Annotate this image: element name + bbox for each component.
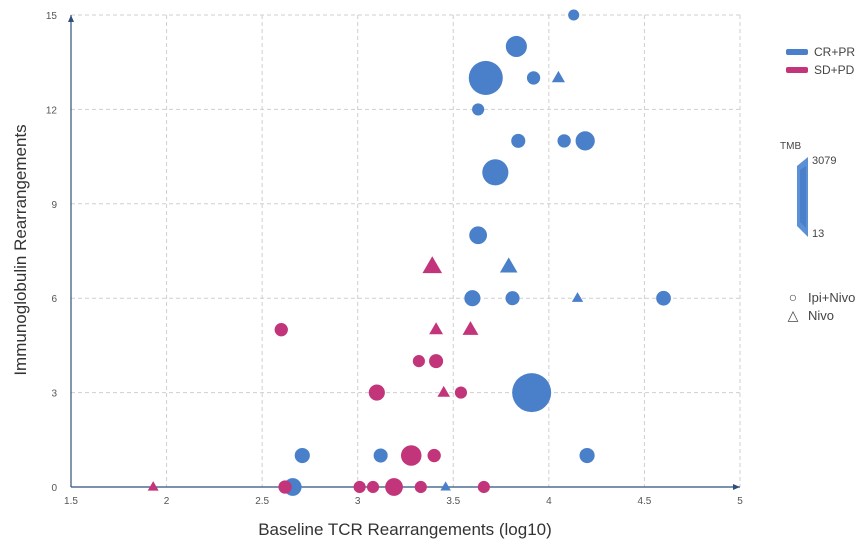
x-tick-label: 3.5: [446, 496, 460, 507]
data-point-triangle-sd-pd: [462, 321, 479, 335]
triangle-icon: △: [787, 306, 799, 323]
x-tick-label: 4: [546, 496, 552, 507]
data-point-circle-cr-pr: [575, 131, 595, 151]
x-tick-label: 1.5: [64, 496, 78, 507]
data-point-circle-sd-pd: [400, 445, 422, 466]
data-point-circle-sd-pd: [412, 355, 425, 368]
data-point-circle-cr-pr: [472, 103, 485, 116]
data-point-triangle-sd-pd: [422, 256, 443, 274]
tmb-size-legend-wedge: [797, 157, 808, 237]
y-axis-arrow: [68, 15, 74, 22]
data-point-circle-cr-pr: [526, 71, 541, 85]
data-point-circle-cr-pr: [373, 448, 388, 463]
data-points: [147, 9, 671, 496]
data-point-circle-cr-pr: [579, 447, 595, 464]
data-point-circle-sd-pd: [477, 480, 490, 494]
data-point-circle-sd-pd: [366, 480, 380, 494]
grid-lines: [70, 14, 741, 488]
legend-item-cr-pr: CR+PR: [786, 43, 855, 61]
data-point-circle-sd-pd: [368, 384, 385, 401]
data-point-triangle-cr-pr: [499, 257, 518, 273]
data-point-circle-cr-pr: [505, 35, 527, 58]
legend-label-ipi-nivo: Ipi+Nivo: [808, 289, 856, 305]
data-point-circle-sd-pd: [427, 448, 441, 463]
data-point-circle-cr-pr: [512, 373, 552, 413]
data-point-circle-cr-pr: [294, 447, 310, 464]
axes: [68, 15, 740, 490]
y-tick-label: 15: [46, 11, 58, 22]
data-point-triangle-sd-pd: [147, 481, 159, 491]
data-point-circle-cr-pr: [557, 134, 571, 148]
x-tick-label: 5: [737, 496, 743, 507]
y-tick-label: 3: [51, 389, 57, 400]
legend-label-nivo: Nivo: [808, 307, 835, 323]
data-point-circle-cr-pr: [656, 290, 671, 306]
data-point-circle-cr-pr: [469, 226, 488, 245]
data-point-circle-sd-pd: [385, 478, 403, 496]
data-point-circle-cr-pr: [482, 159, 509, 186]
x-tick-label: 2: [164, 496, 170, 507]
tick-labels: 1.5 2 2.5 3 3.5 4 4.5 5 0 3 6 9 12 15: [46, 11, 743, 507]
y-tick-label: 12: [46, 105, 58, 116]
x-tick-label: 4.5: [637, 496, 651, 507]
data-point-circle-sd-pd: [274, 323, 288, 337]
y-tick-label: 0: [51, 483, 57, 494]
legend-label-cr-pr: CR+PR: [814, 45, 856, 59]
data-point-circle-sd-pd: [454, 386, 468, 399]
data-point-circle-cr-pr: [568, 9, 580, 21]
y-tick-label: 6: [51, 294, 57, 305]
data-point-circle-cr-pr: [464, 290, 481, 307]
x-axis-label: Baseline TCR Rearrangements (log10): [258, 520, 552, 539]
x-axis-arrow: [733, 484, 740, 490]
data-point-triangle-sd-pd: [437, 385, 451, 397]
legend-swatch-cr-pr: [786, 49, 808, 55]
data-point-triangle-cr-pr: [551, 70, 565, 83]
y-tick-label: 9: [51, 200, 57, 211]
tmb-legend-max: 3079: [812, 155, 837, 167]
data-point-circle-sd-pd: [278, 480, 292, 494]
circle-icon: ○: [788, 289, 798, 305]
data-point-circle-cr-pr: [468, 60, 503, 95]
x-tick-label: 3: [355, 496, 361, 507]
data-point-triangle-cr-pr: [571, 292, 584, 302]
data-point-circle-cr-pr: [505, 291, 520, 306]
legend-item-nivo: △ Nivo: [786, 306, 855, 324]
legend-item-sd-pd: SD+PD: [786, 61, 855, 79]
x-tick-label: 2.5: [255, 496, 269, 507]
treatment-legend: ○ Ipi+Nivo △ Nivo: [786, 288, 856, 324]
data-point-triangle-sd-pd: [429, 322, 444, 335]
y-axis-label: Immunoglobulin Rearrangements: [11, 124, 30, 375]
legend-swatch-sd-pd: [786, 67, 808, 73]
data-point-circle-cr-pr: [511, 133, 526, 148]
response-legend: CR+PR SD+PD: [786, 43, 855, 79]
tmb-legend-min: 13: [812, 228, 825, 240]
legend-label-sd-pd: SD+PD: [814, 63, 855, 77]
data-point-circle-sd-pd: [414, 480, 427, 494]
tmb-legend-title: TMB: [780, 141, 802, 152]
legend-item-ipi-nivo: ○ Ipi+Nivo: [786, 288, 856, 306]
data-point-triangle-cr-pr: [440, 481, 451, 491]
data-point-circle-sd-pd: [429, 354, 444, 369]
data-point-circle-sd-pd: [353, 480, 366, 494]
